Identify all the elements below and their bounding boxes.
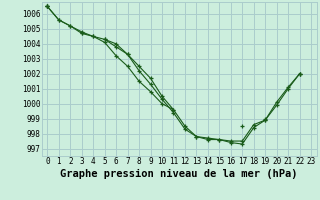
X-axis label: Graphe pression niveau de la mer (hPa): Graphe pression niveau de la mer (hPa)	[60, 169, 298, 179]
